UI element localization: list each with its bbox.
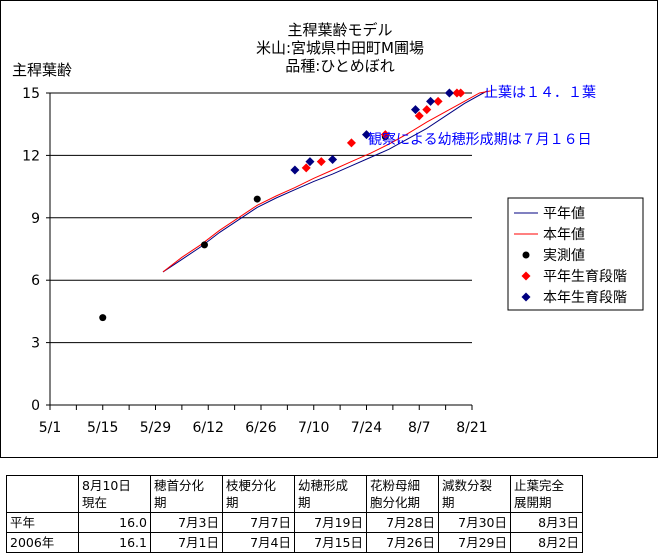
table-body: 8月10日 現在 穂首分化期枝梗分化期幼穂形成期花粉母細 胞分化期 減数分裂期止葉完全展… — [6, 475, 583, 553]
table-header-cell: 止葉完全 展開期 — [510, 475, 583, 513]
x-tick-label: 6/26 — [245, 420, 277, 436]
x-tick-label: 7/24 — [351, 420, 383, 436]
stage-point — [362, 130, 371, 140]
table-header-row: 8月10日 現在 穂首分化期枝梗分化期幼穂形成期花粉母細 胞分化期 減数分裂期止葉完全展… — [6, 475, 583, 513]
table-cell: 7月15日 — [294, 532, 367, 553]
y-tick-label: 6 — [31, 273, 40, 289]
legend-label: 実測値 — [543, 248, 585, 264]
stage-point — [328, 155, 338, 165]
chart-title-line: 主稈葉齢モデル — [287, 21, 392, 39]
table-cell: 7月29日 — [438, 532, 511, 553]
chart-title-line: 品種:ひとめぼれ — [285, 57, 395, 75]
table-cell: 16.1 — [78, 532, 151, 553]
y-tick-label: 3 — [31, 336, 40, 352]
table-row: 2006年 16.1 7月1日 7月4日 7月15日 7月26日 7月29日 8月2日 — [6, 532, 583, 553]
table-cell: 7月30日 — [438, 512, 511, 533]
table-header-cell: 減数分裂期 — [438, 475, 511, 513]
stage-point — [380, 130, 390, 140]
chart-title-line: 米山:宮城県中田町M圃場 — [256, 39, 424, 57]
legend-label: 平年値 — [543, 206, 585, 222]
growth-stage-table: 8月10日 現在 穂首分化期枝梗分化期幼穂形成期花粉母細 胞分化期 減数分裂期止葉完全展… — [6, 475, 583, 553]
table-cell: 7月1日 — [150, 532, 223, 553]
y-tick-label: 12 — [22, 148, 40, 164]
data-point — [253, 195, 261, 203]
table-cell: 7月26日 — [366, 532, 439, 553]
table-cell: 7月7日 — [222, 512, 295, 533]
table-cell: 8月3日 — [510, 512, 583, 533]
stage-point — [346, 138, 356, 148]
legend-swatch — [521, 292, 531, 302]
legend-swatch — [522, 251, 530, 259]
table-cell: 7月3日 — [150, 512, 223, 533]
table-cell: 7月19日 — [294, 512, 367, 533]
table-header-cell: 花粉母細 胞分化期 — [366, 475, 439, 513]
stage-point — [444, 88, 454, 98]
table-header-cell: 8月10日 現在 — [78, 475, 151, 513]
x-tick-label: 5/1 — [39, 420, 62, 436]
x-tick-label: 8/21 — [456, 420, 487, 436]
stage-point — [305, 157, 315, 167]
stage-point — [422, 105, 432, 115]
stage-point — [456, 88, 466, 98]
y-axis-label: 主稈葉齢 — [12, 61, 72, 79]
x-tick-label: 5/15 — [87, 420, 118, 436]
y-tick-label: 15 — [22, 86, 40, 102]
stage-point — [301, 163, 311, 173]
annotation: 止葉は１４．１葉 — [484, 85, 596, 101]
x-tick-label: 6/12 — [193, 420, 224, 436]
table-cell: 平年 — [6, 512, 79, 533]
table-cell: 7月4日 — [222, 532, 295, 553]
table-header-cell: 枝梗分化期 — [222, 475, 295, 513]
stage-point — [410, 105, 420, 115]
legend-swatch — [521, 271, 531, 281]
stage-point — [414, 111, 424, 121]
x-tick-label: 8/7 — [408, 420, 431, 436]
table-cell: 16.0 — [78, 512, 151, 533]
table-row: 平年 16.0 7月3日 7月7日 7月19日 7月28日 7月30日 8月3日 — [6, 512, 583, 533]
table-cell: 2006年 — [6, 532, 79, 553]
y-tick-label: 0 — [31, 398, 40, 414]
legend-box — [507, 197, 644, 311]
annotation: 観察による幼穂形成期は７月１６日 — [368, 131, 592, 148]
stage-point — [433, 96, 443, 106]
data-point — [200, 241, 208, 249]
table-cell: 7月28日 — [366, 512, 439, 533]
table-header-cell: 穂首分化期 — [150, 475, 223, 513]
x-tick-label: 5/29 — [140, 420, 171, 436]
legend-label: 平年生育段階 — [543, 269, 627, 285]
series-line — [162, 90, 491, 273]
table-header-cell: 幼穂形成期 — [294, 475, 367, 513]
data-point — [99, 314, 107, 322]
stage-point — [426, 96, 436, 106]
series-line — [162, 90, 488, 273]
x-tick-label: 7/10 — [298, 420, 329, 436]
table-header-cell — [6, 475, 79, 513]
legend-label: 本年値 — [543, 227, 585, 243]
y-tick-label: 9 — [31, 211, 40, 227]
legend-label: 本年生育段階 — [543, 290, 627, 306]
stage-point — [290, 165, 300, 175]
table-cell: 8月2日 — [510, 532, 583, 553]
stage-point — [316, 157, 326, 167]
